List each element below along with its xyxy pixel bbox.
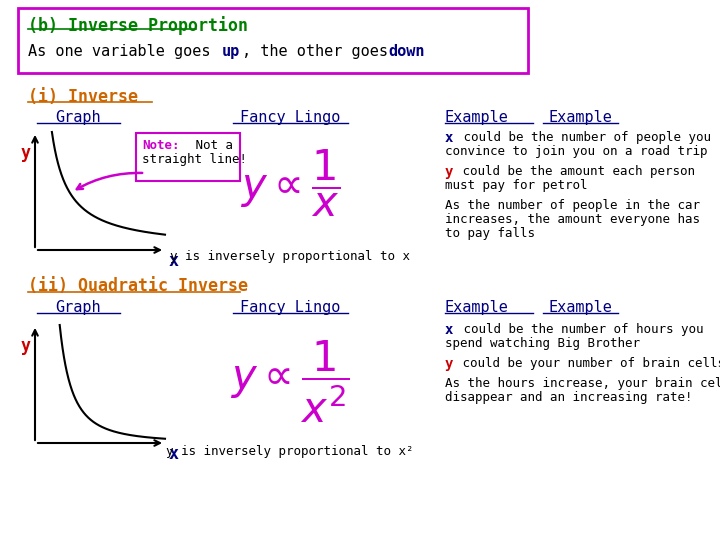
Text: Graph: Graph <box>55 110 101 125</box>
Text: (ii) Quadratic Inverse: (ii) Quadratic Inverse <box>28 278 248 296</box>
Text: y: y <box>445 165 454 179</box>
Text: As the number of people in the car: As the number of people in the car <box>445 199 700 212</box>
Text: Example: Example <box>445 300 509 315</box>
Text: y is inversely proportional to x²: y is inversely proportional to x² <box>166 445 414 458</box>
Text: up: up <box>222 44 240 59</box>
Text: $y \propto \dfrac{1}{x}$: $y \propto \dfrac{1}{x}$ <box>240 148 340 219</box>
Text: (b) Inverse Proportion: (b) Inverse Proportion <box>28 16 248 35</box>
Text: Not a: Not a <box>188 139 233 152</box>
Text: Example: Example <box>445 110 509 125</box>
Text: y: y <box>21 337 31 355</box>
Text: straight line!: straight line! <box>142 153 247 166</box>
Text: increases, the amount everyone has: increases, the amount everyone has <box>445 213 700 226</box>
Text: could be the amount each person: could be the amount each person <box>455 165 695 178</box>
Text: Fancy Lingo: Fancy Lingo <box>240 110 340 125</box>
Text: , the other goes: , the other goes <box>242 44 397 59</box>
Text: down: down <box>388 44 425 59</box>
Text: Fancy Lingo: Fancy Lingo <box>240 300 340 315</box>
Text: As one variable goes: As one variable goes <box>28 44 220 59</box>
Text: must pay for petrol: must pay for petrol <box>445 179 588 192</box>
Text: x: x <box>169 252 179 270</box>
Text: Graph: Graph <box>55 300 101 315</box>
Text: could be the number of hours you: could be the number of hours you <box>456 323 703 336</box>
Text: Example: Example <box>548 300 612 315</box>
Text: y is inversely proportional to x: y is inversely proportional to x <box>170 250 410 263</box>
FancyBboxPatch shape <box>18 8 528 73</box>
Text: spend watching Big Brother: spend watching Big Brother <box>445 337 640 350</box>
Text: could be your number of brain cells: could be your number of brain cells <box>455 357 720 370</box>
Text: Note:: Note: <box>142 139 179 152</box>
Text: x: x <box>169 445 179 463</box>
Text: x: x <box>445 131 454 145</box>
Text: disappear and an increasing rate!: disappear and an increasing rate! <box>445 391 693 404</box>
Text: Example: Example <box>548 110 612 125</box>
Text: y: y <box>21 144 31 162</box>
Text: could be the number of people you: could be the number of people you <box>456 131 711 144</box>
Text: convince to join you on a road trip: convince to join you on a road trip <box>445 145 708 158</box>
Text: $y \propto \dfrac{1}{x^2}$: $y \propto \dfrac{1}{x^2}$ <box>230 338 350 424</box>
FancyBboxPatch shape <box>136 133 240 181</box>
Text: x: x <box>445 323 454 337</box>
Text: y: y <box>445 357 454 371</box>
Text: (i) Inverse: (i) Inverse <box>28 88 138 106</box>
Text: to pay falls: to pay falls <box>445 227 535 240</box>
Text: As the hours increase, your brain cells: As the hours increase, your brain cells <box>445 377 720 390</box>
